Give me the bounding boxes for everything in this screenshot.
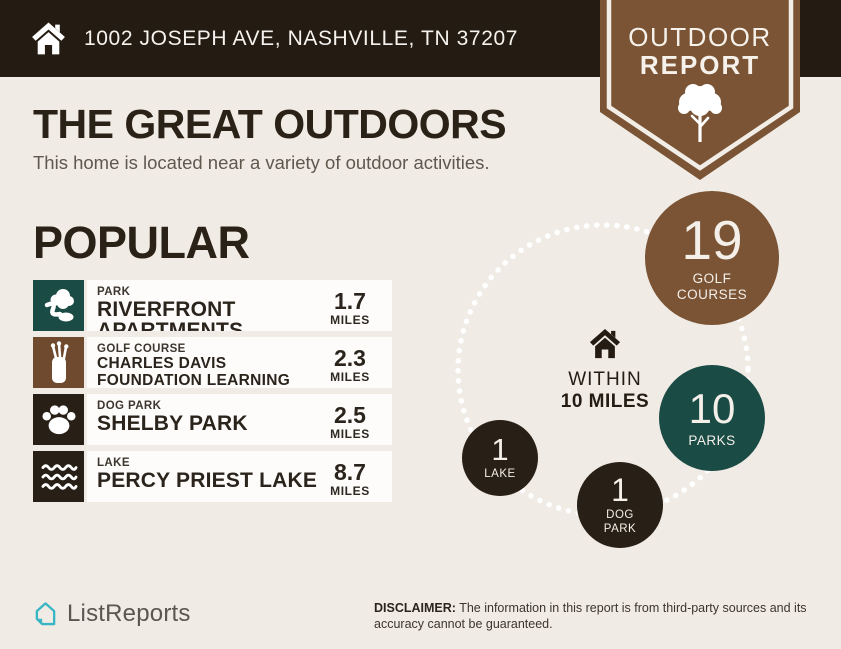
disclaimer-label: DISCLAIMER: <box>374 601 456 615</box>
item-distance: 8.7 MILES <box>330 459 370 498</box>
stat-count: 10 <box>688 384 736 432</box>
waves-icon <box>33 451 84 502</box>
item-distance: 2.5 MILES <box>330 402 370 441</box>
list-item: DOG PARK SHELBY PARK 2.5 MILES <box>33 394 392 445</box>
house-icon <box>32 22 65 54</box>
house-icon <box>589 328 621 359</box>
list-item-card: GOLF COURSE CHARLES DAVIS FOUNDATION LEA… <box>87 337 392 388</box>
badge-title-line2: REPORT <box>639 50 761 80</box>
radius-text-line1: WITHIN <box>568 369 642 390</box>
stat-bubble-lake: 1 LAKE <box>462 420 538 496</box>
brand-name: ListReports <box>67 599 191 627</box>
report-badge: OUTDOOR REPORT <box>600 0 800 186</box>
park-icon <box>33 280 84 331</box>
stat-label: DOG PARK <box>603 508 637 535</box>
item-name: PERCY PRIEST LAKE <box>97 469 318 492</box>
item-distance: 2.3 MILES <box>330 345 370 384</box>
radius-text-line2: 10 MILES <box>560 391 650 412</box>
stat-label: PARKS <box>688 432 736 448</box>
list-item: LAKE PERCY PRIEST LAKE 8.7 MILES <box>33 451 392 502</box>
radius-center: WITHIN 10 MILES <box>545 328 665 413</box>
list-item-card: LAKE PERCY PRIEST LAKE 8.7 MILES <box>87 451 392 502</box>
stat-count: 19 <box>681 209 743 272</box>
badge-title-line1: OUTDOOR <box>628 22 772 52</box>
stat-bubble-golf-courses: 19 GOLF COURSES <box>645 191 779 325</box>
disclaimer: DISCLAIMER: The information in this repo… <box>374 600 826 632</box>
item-distance: 1.7 MILES <box>330 288 370 327</box>
popular-heading: POPULAR <box>33 217 250 268</box>
listreports-house-icon <box>35 602 56 626</box>
item-name: SHELBY PARK <box>97 412 248 435</box>
listreports-logo: ListReports <box>33 599 191 628</box>
item-name: CHARLES DAVIS FOUNDATION LEARNING CENTER <box>97 355 291 388</box>
item-category: GOLF COURSE <box>97 343 186 355</box>
list-item: GOLF COURSE CHARLES DAVIS FOUNDATION LEA… <box>33 337 392 388</box>
page-subtitle: This home is located near a variety of o… <box>33 152 490 173</box>
radius-dotted-ring <box>455 222 751 518</box>
popular-list: PARK RIVERFRONT APARTMENTS 1.7 MILES <box>33 280 392 502</box>
item-category: DOG PARK <box>97 400 162 412</box>
item-category: LAKE <box>97 457 130 469</box>
stat-count: 1 <box>491 432 509 468</box>
stat-count: 1 <box>611 471 629 508</box>
stat-bubble-dog-park: 1 DOG PARK <box>577 462 663 548</box>
stat-label: LAKE <box>484 468 516 481</box>
stat-bubble-parks: 10 PARKS <box>659 365 765 471</box>
stat-label: GOLF COURSES <box>676 271 748 302</box>
paw-icon <box>33 394 84 445</box>
disclaimer-text: The information in this report is from t… <box>374 601 807 631</box>
item-category: PARK <box>97 286 131 298</box>
item-name: RIVERFRONT APARTMENTS <box>97 298 244 331</box>
page-title: THE GREAT OUTDOORS <box>33 101 507 147</box>
tree-icon <box>678 84 722 142</box>
list-item: PARK RIVERFRONT APARTMENTS 1.7 MILES <box>33 280 392 331</box>
golf-bag-icon <box>33 337 84 388</box>
list-item-card: PARK RIVERFRONT APARTMENTS 1.7 MILES <box>87 280 392 331</box>
property-address: 1002 JOSEPH AVE, NASHVILLE, TN 37207 <box>84 26 519 50</box>
list-item-card: DOG PARK SHELBY PARK 2.5 MILES <box>87 394 392 445</box>
